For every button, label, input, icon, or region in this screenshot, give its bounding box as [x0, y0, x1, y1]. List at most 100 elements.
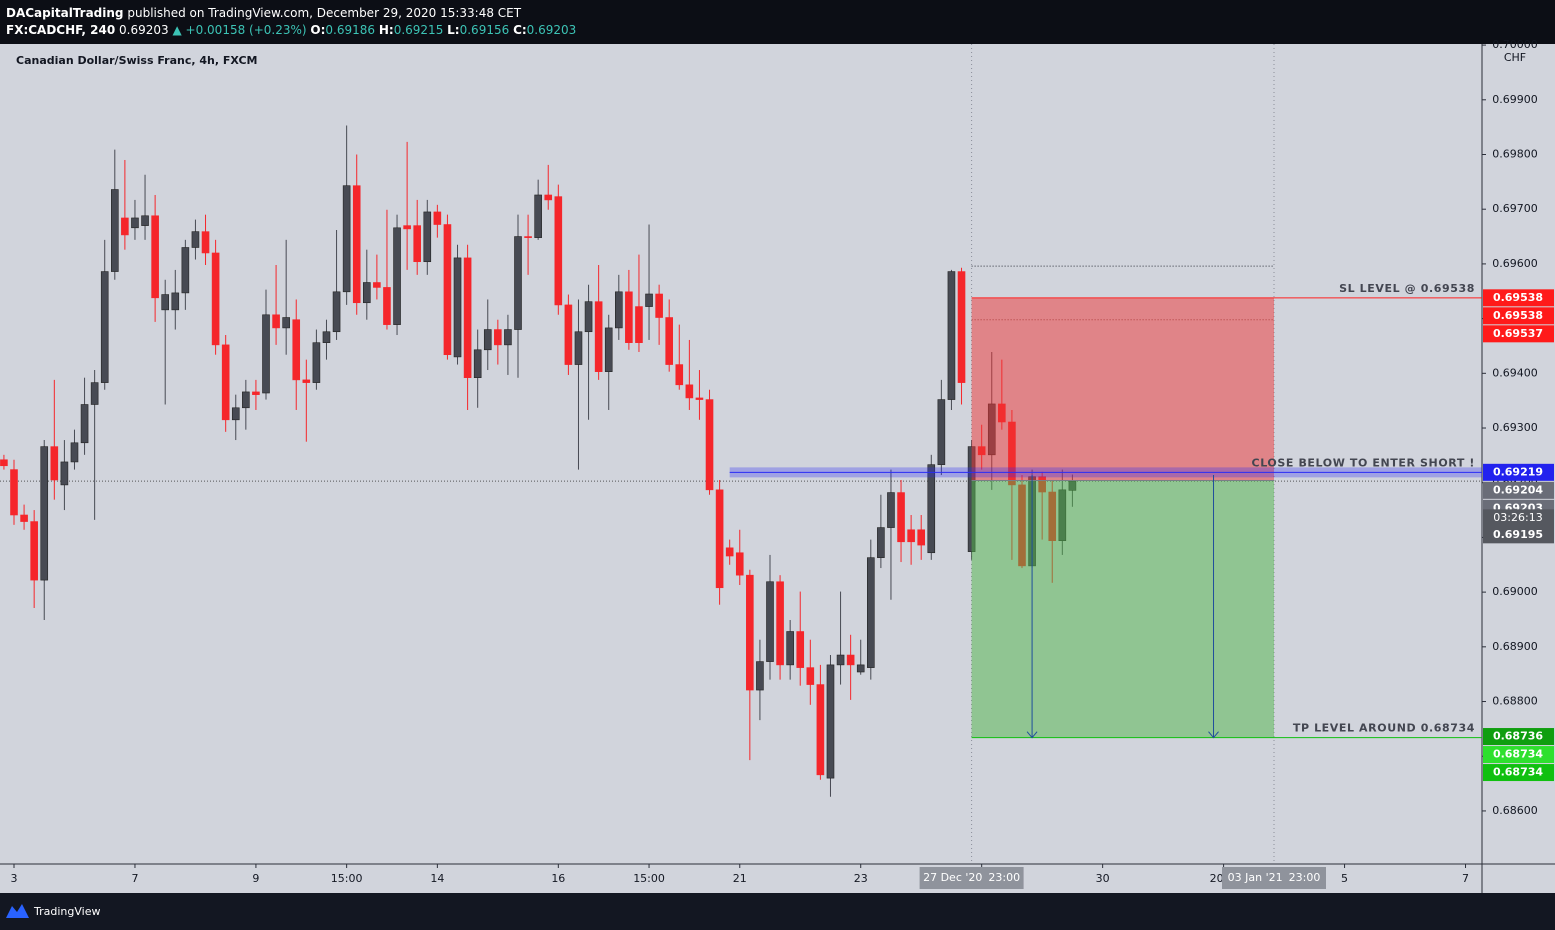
candle-body [534, 194, 542, 238]
level-label: CLOSE BELOW TO ENTER SHORT ! [1252, 456, 1475, 469]
price-badge [1483, 307, 1554, 325]
candle-body [725, 547, 734, 557]
x-tick-label: 23 [854, 872, 868, 885]
y-tick-label: 0.68800 [1492, 695, 1538, 708]
candle-body [846, 654, 855, 666]
candle-body [181, 247, 190, 294]
price-badge-label: 0.68734 [1493, 766, 1543, 779]
candle-body [615, 291, 623, 329]
level-label: TP LEVEL AROUND 0.68734 [1293, 722, 1475, 735]
price-badge [1483, 764, 1554, 782]
stop-zone [971, 297, 1274, 481]
candle-body [494, 329, 502, 346]
candle-body [403, 225, 411, 230]
candle-body [352, 185, 361, 304]
candle-body [635, 306, 643, 343]
candle-body [121, 217, 129, 236]
stat-label: C: [513, 23, 527, 37]
candle-body [171, 292, 180, 311]
price-badge [1483, 746, 1554, 764]
candle-body [20, 514, 28, 522]
candle-body [806, 667, 815, 685]
candle-body [242, 391, 250, 409]
x-tick-label: 14 [430, 872, 444, 885]
candle-body [735, 552, 744, 576]
candle-body [363, 282, 371, 304]
y-tick-label: 0.69400 [1492, 366, 1538, 379]
candle-body [836, 654, 845, 666]
candle-body [463, 257, 472, 378]
candle-body [90, 382, 99, 405]
y-tick-label: 0.69000 [1492, 585, 1538, 598]
candle-body [322, 331, 331, 343]
candle-body [50, 446, 59, 481]
candle-body [40, 446, 49, 581]
candle-body [332, 291, 341, 333]
candle-body [584, 301, 593, 333]
candle-body [705, 399, 714, 491]
x-tick-label: 15:00 [633, 872, 665, 885]
arrow-head [1026, 731, 1038, 739]
x-tick-label: 7 [131, 872, 138, 885]
candle-body [231, 407, 240, 421]
candle-body [776, 581, 784, 666]
time-marker-label: 03 Jan '21 23:00 [1228, 871, 1321, 884]
candle-body [272, 314, 280, 329]
candle-body [796, 631, 805, 668]
x-tick-label: 16 [551, 872, 565, 885]
candle-body [80, 404, 89, 444]
price-badge [1483, 481, 1554, 499]
stat-value: 0.69215 [394, 23, 444, 37]
time-marker-date: 03 Jan '21 [1228, 871, 1283, 884]
candle-body [625, 291, 633, 343]
candle-body [10, 469, 18, 516]
time-marker-date: 27 Dec '20 [923, 871, 982, 884]
y-tick-label: 0.69700 [1492, 202, 1538, 215]
time-marker-box [919, 867, 1024, 889]
candle-body [877, 527, 885, 558]
candle-body [917, 529, 925, 546]
price-badge [1483, 728, 1554, 746]
chart-layer: Canadian Dollar/Swiss Franc, 4h, FXCM SL … [0, 38, 1554, 889]
candle-body [221, 344, 230, 421]
price-badge-label: 0.69204 [1493, 483, 1543, 496]
candle-body [947, 271, 956, 400]
price-badge-label: 0.68734 [1493, 748, 1543, 761]
candle-body [141, 215, 149, 226]
candle-body [151, 215, 159, 299]
price-badge-label: 0.69538 [1493, 309, 1543, 322]
logo-icon[interactable] [6, 904, 29, 918]
brand-name[interactable]: TradingView [33, 905, 100, 918]
candle-body [312, 342, 321, 383]
candle-body [373, 282, 381, 288]
price-badge-label: 0.69195 [1493, 528, 1543, 541]
candle-body [131, 217, 139, 229]
candle-body [957, 271, 966, 383]
brand-logo[interactable]: TradingView [6, 904, 100, 918]
x-tick-label: 15:00 [331, 872, 363, 885]
candle-body [262, 314, 270, 394]
candle-body [483, 329, 492, 351]
symbol-line: FX:CADCHF, 240 0.69203 ▲ +0.00158 (+0.23… [6, 23, 576, 37]
candle-body [655, 293, 663, 318]
stat-value: 0.69203 [527, 23, 577, 37]
price-badge [1483, 463, 1554, 481]
candle-body [433, 211, 442, 225]
published: published on TradingView.com, December 2… [127, 6, 521, 20]
time-marker-time: 23:00 [1289, 871, 1321, 884]
candle-body [564, 304, 573, 365]
candle-body [937, 399, 946, 465]
candle-body [927, 464, 936, 554]
candle-body [383, 287, 391, 325]
plot-area [0, 44, 1482, 864]
price-badge-label: 0.69219 [1493, 465, 1543, 478]
publish-line: DACapitalTrading published on TradingVie… [6, 6, 522, 20]
candle-body [766, 581, 774, 662]
y-tick-label: 0.69900 [1492, 93, 1538, 106]
x-tick-label: 5 [1341, 872, 1348, 885]
candle-body [866, 557, 875, 668]
candle-body [0, 459, 8, 467]
candle-body [816, 684, 825, 776]
candle-body [211, 252, 220, 346]
